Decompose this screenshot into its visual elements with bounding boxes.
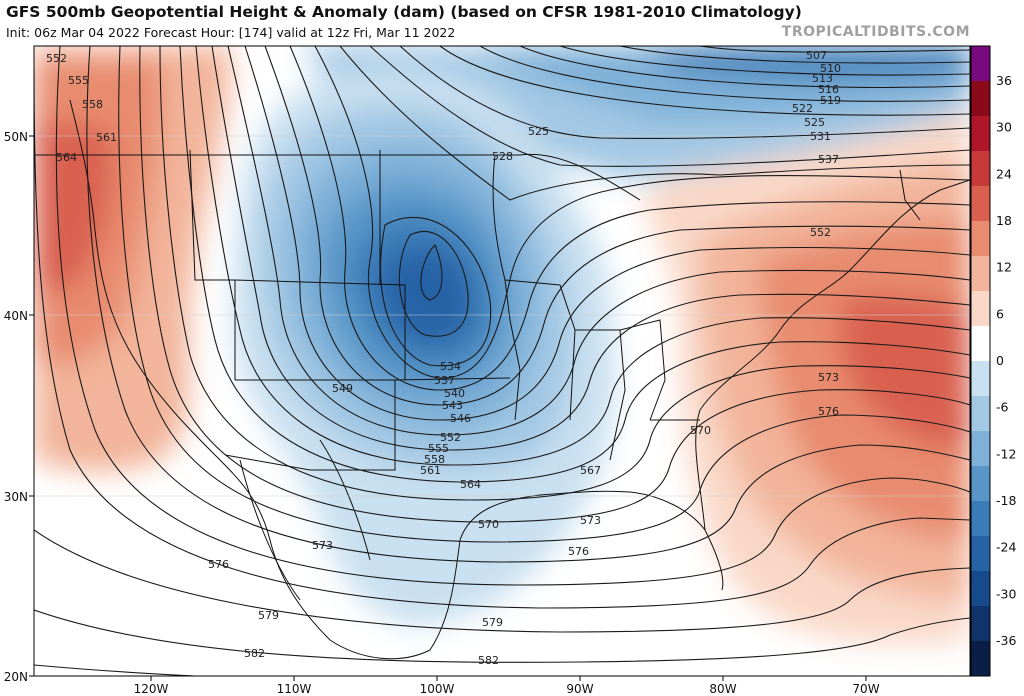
contour-label: 543 (442, 399, 463, 412)
lon-ticks (150, 676, 867, 681)
lat-label: 50N (4, 130, 28, 144)
contour-label: 573 (818, 371, 839, 384)
lat-label: 30N (4, 490, 28, 504)
contour-label: 537 (818, 153, 839, 166)
lon-labels: 120W 110W 100W 90W 80W 70W (134, 682, 880, 696)
contour-label: 540 (444, 387, 465, 400)
contour-label: 510 (820, 62, 841, 75)
contour-label: 516 (818, 83, 839, 96)
colorbar-swatch (971, 536, 990, 572)
contour-label: 564 (460, 478, 481, 491)
lon-label: 70W (852, 682, 879, 696)
colorbar-swatch (971, 641, 990, 677)
contour-label: 555 (68, 74, 89, 87)
contour-label: 558 (82, 98, 103, 111)
colorbar-swatch (971, 186, 990, 222)
brand-watermark: TROPICALTIDBITS.COM (781, 24, 970, 40)
colorbar-swatch (971, 361, 990, 397)
height-contours (34, 46, 970, 676)
map-title: GFS 500mb Geopotential Height & Anomaly … (6, 3, 802, 21)
contour-label: 549 (332, 382, 353, 395)
contour-label: 528 (492, 150, 513, 163)
colorbar-tick-label: -12 (996, 446, 1016, 461)
map-subtitle: Init: 06z Mar 04 2022 Forecast Hour: [17… (6, 25, 456, 40)
contour-label: 576 (818, 405, 839, 418)
map-panel: 507 510 513 516 519 522 525 525 528 531 … (34, 46, 970, 676)
contour-label: 525 (528, 125, 549, 138)
contour-label: 513 (812, 72, 833, 85)
contour-label: 525 (804, 116, 825, 129)
contour-label: 537 (434, 374, 455, 387)
contour-label: 576 (568, 545, 589, 558)
contour-label: 552 (810, 226, 831, 239)
contour-label: 573 (312, 539, 333, 552)
contour-label: 531 (810, 130, 831, 143)
contour-label: 573 (580, 514, 601, 527)
contour-label: 579 (482, 616, 503, 629)
contour-label: 546 (450, 412, 471, 425)
colorbar-swatch (971, 151, 990, 187)
contour-label: 570 (690, 424, 711, 437)
colorbar-swatch (971, 256, 990, 292)
contour-label: 579 (258, 609, 279, 622)
contour-label: 582 (478, 654, 499, 667)
colorbar-tick-label: 0 (996, 353, 1004, 368)
colorbar-tick-label: 30 (996, 120, 1012, 135)
contour-label: 522 (792, 102, 813, 115)
lat-label: 40N (4, 309, 28, 323)
contour-label: 576 (208, 558, 229, 571)
lon-label: 90W (566, 682, 593, 696)
contour-label: 507 (806, 49, 827, 62)
colorbar-frame (970, 45, 991, 677)
colorbar-tick-label: -6 (996, 400, 1009, 415)
contour-label: 561 (420, 464, 441, 477)
contour-label: 561 (96, 131, 117, 144)
anomaly-shading (34, 46, 970, 644)
lon-label: 100W (420, 682, 455, 696)
colorbar-tick-label: 24 (996, 166, 1012, 181)
colorbar-labels: 36 30 24 18 12 6 0 -6 -12 -18 -24 -30 -36 (996, 73, 1016, 648)
contour-label: 552 (440, 431, 461, 444)
map-frame (33, 45, 971, 677)
colorbar-tick-label: 36 (996, 73, 1012, 88)
colorbar-tick-label: 6 (996, 306, 1004, 321)
contour-label: 519 (820, 94, 841, 107)
lon-label: 120W (134, 682, 169, 696)
colorbar-tick-label: -36 (996, 633, 1016, 648)
colorbar-swatch (971, 501, 990, 537)
contour-label: 567 (580, 464, 601, 477)
colorbar-tick-label: -18 (996, 493, 1016, 508)
contour-label: 570 (478, 518, 499, 531)
colorbar-swatch (971, 291, 990, 327)
lat-ticks (29, 135, 34, 677)
colorbar-swatch (971, 396, 990, 432)
contour-label: 564 (56, 151, 77, 164)
colorbar-swatch (971, 81, 990, 117)
lat-label: 20N (4, 670, 28, 684)
lat-labels: 50N 40N 30N 20N (4, 130, 28, 684)
lon-label: 110W (277, 682, 312, 696)
colorbar-swatch (971, 431, 990, 467)
colorbar-swatch (971, 221, 990, 257)
height-labels: 507 510 513 516 519 522 525 525 528 531 … (46, 49, 841, 667)
colorbar-swatch (971, 606, 990, 642)
contour-label: 582 (244, 647, 265, 660)
colorbar-swatch (971, 571, 990, 607)
lon-label: 80W (709, 682, 736, 696)
contour-label: 534 (440, 360, 461, 373)
colorbar-tick-label: -30 (996, 586, 1016, 601)
contour-label: 552 (46, 52, 67, 65)
colorbar-tick-label: 18 (996, 213, 1012, 228)
colorbar-swatch (971, 116, 990, 152)
colorbar-swatch (971, 46, 990, 82)
colorbar-swatch (971, 326, 990, 362)
graticule (34, 135, 970, 497)
colorbar-tick-label: 12 (996, 260, 1012, 275)
colorbar (970, 45, 991, 677)
contour-label: 558 (424, 453, 445, 466)
contour-label: 555 (428, 442, 449, 455)
colorbar-tick-label: -24 (996, 540, 1016, 555)
colorbar-swatch (971, 466, 990, 502)
